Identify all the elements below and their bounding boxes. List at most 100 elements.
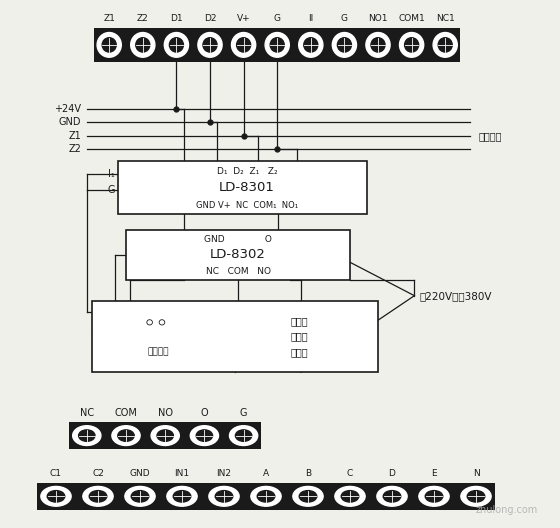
Text: C1: C1	[50, 469, 62, 478]
Text: D2: D2	[204, 14, 216, 23]
Ellipse shape	[173, 491, 191, 502]
Text: G: G	[108, 185, 115, 195]
Ellipse shape	[131, 491, 149, 502]
Ellipse shape	[167, 486, 197, 506]
Ellipse shape	[293, 486, 323, 506]
Ellipse shape	[97, 33, 122, 57]
Ellipse shape	[404, 37, 419, 52]
Ellipse shape	[89, 491, 107, 502]
Ellipse shape	[78, 430, 95, 441]
Text: NC1: NC1	[436, 14, 455, 23]
Text: LD-8302: LD-8302	[210, 248, 266, 261]
Ellipse shape	[335, 486, 365, 506]
Ellipse shape	[190, 426, 218, 446]
Bar	[126, 230, 350, 280]
Text: NO1: NO1	[368, 14, 388, 23]
Text: G: G	[274, 14, 281, 23]
Text: 动作触点: 动作触点	[147, 348, 169, 357]
Ellipse shape	[47, 491, 65, 502]
Text: Z1: Z1	[103, 14, 115, 23]
Ellipse shape	[169, 37, 184, 52]
Ellipse shape	[236, 37, 251, 52]
Bar	[94, 27, 460, 62]
Ellipse shape	[270, 37, 284, 52]
Ellipse shape	[377, 486, 407, 506]
Ellipse shape	[230, 426, 258, 446]
Ellipse shape	[298, 33, 323, 57]
Ellipse shape	[136, 37, 150, 52]
Text: D: D	[389, 469, 395, 478]
Text: D₁  D₂  Z₁   Z₂: D₁ D₂ Z₁ Z₂	[217, 167, 278, 176]
Text: O: O	[200, 408, 208, 418]
Ellipse shape	[125, 486, 155, 506]
Text: +24V: +24V	[54, 105, 81, 114]
Ellipse shape	[399, 33, 424, 57]
Text: GND V+  NC  COM₁  NO₁: GND V+ NC COM₁ NO₁	[196, 201, 298, 210]
Text: D1: D1	[170, 14, 183, 23]
Circle shape	[159, 320, 165, 325]
Ellipse shape	[265, 33, 290, 57]
Ellipse shape	[231, 33, 256, 57]
Ellipse shape	[251, 486, 281, 506]
Text: Z2: Z2	[68, 144, 81, 154]
Bar	[118, 161, 367, 214]
Text: G: G	[341, 14, 348, 23]
Text: 继电器: 继电器	[291, 347, 308, 357]
Ellipse shape	[371, 37, 385, 52]
Ellipse shape	[419, 486, 449, 506]
Text: C2: C2	[92, 469, 104, 478]
Ellipse shape	[118, 430, 134, 441]
Text: COM: COM	[115, 408, 137, 418]
Text: GND: GND	[130, 469, 150, 478]
Text: G: G	[240, 408, 248, 418]
Ellipse shape	[151, 426, 179, 446]
Text: Z1: Z1	[68, 131, 81, 140]
Ellipse shape	[366, 33, 390, 57]
Ellipse shape	[41, 486, 71, 506]
Text: IN1: IN1	[174, 469, 190, 478]
Text: LD-8301: LD-8301	[220, 181, 275, 194]
Text: GND: GND	[59, 118, 81, 127]
Ellipse shape	[461, 486, 491, 506]
Text: NC   COM   NO: NC COM NO	[206, 267, 270, 276]
Text: ～220V或～380V: ～220V或～380V	[420, 291, 492, 300]
Ellipse shape	[299, 491, 317, 502]
Ellipse shape	[383, 491, 401, 502]
Bar	[69, 422, 261, 449]
Ellipse shape	[209, 486, 239, 506]
Text: GND              O: GND O	[204, 235, 272, 244]
Ellipse shape	[157, 430, 174, 441]
Ellipse shape	[332, 33, 357, 57]
Ellipse shape	[235, 430, 252, 441]
Ellipse shape	[73, 426, 101, 446]
Ellipse shape	[425, 491, 443, 502]
Text: E: E	[431, 469, 437, 478]
Text: NO: NO	[158, 408, 172, 418]
Text: 启动接: 启动接	[291, 316, 308, 326]
Text: Z2: Z2	[137, 14, 148, 23]
Text: zhulong.com: zhulong.com	[475, 505, 538, 515]
Ellipse shape	[130, 33, 155, 57]
Text: NC: NC	[80, 408, 94, 418]
Text: 触器或: 触器或	[291, 332, 308, 342]
Ellipse shape	[257, 491, 275, 502]
Ellipse shape	[196, 430, 213, 441]
Ellipse shape	[112, 426, 140, 446]
Text: V+: V+	[237, 14, 250, 23]
Bar	[37, 483, 495, 510]
Text: B: B	[305, 469, 311, 478]
Ellipse shape	[337, 37, 352, 52]
Circle shape	[147, 320, 152, 325]
Ellipse shape	[341, 491, 359, 502]
Ellipse shape	[215, 491, 233, 502]
Ellipse shape	[164, 33, 189, 57]
Ellipse shape	[433, 33, 458, 57]
Ellipse shape	[83, 486, 113, 506]
Text: COM1: COM1	[398, 14, 425, 23]
Bar	[92, 301, 378, 372]
Ellipse shape	[198, 33, 222, 57]
Text: II: II	[308, 14, 314, 23]
Text: 联动总线: 联动总线	[479, 131, 502, 140]
Text: C: C	[347, 469, 353, 478]
Ellipse shape	[304, 37, 318, 52]
